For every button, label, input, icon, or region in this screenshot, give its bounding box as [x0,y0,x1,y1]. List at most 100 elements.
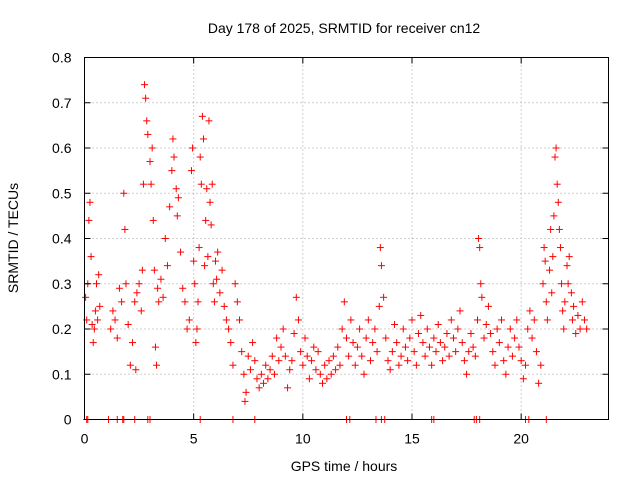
y-tick-label: 0.6 [52,140,72,156]
data-point [292,293,300,301]
data-point [542,298,550,306]
data-point [351,361,359,369]
data-point [281,352,289,360]
data-point [574,311,582,319]
grid-lines [84,57,609,420]
data-point [511,334,519,342]
data-point [519,375,527,383]
data-point [82,293,90,301]
data-point [253,375,261,383]
data-point [168,167,176,175]
data-point [578,298,586,306]
data-point [526,307,534,315]
data-point [465,348,473,356]
data-point [417,311,425,319]
data-point [172,185,180,193]
data-point [173,212,181,220]
y-tick-label: 0.3 [52,276,72,292]
x-tick-label: 15 [404,431,420,447]
y-tick-label: 0.5 [52,185,72,201]
data-point [397,352,405,360]
data-point [163,262,171,270]
data-point [149,216,157,224]
data-point [288,357,296,365]
data-point [190,257,198,265]
data-point [556,244,564,252]
data-point [353,343,361,351]
y-tick-label: 0.1 [52,366,72,382]
data-point [399,325,407,333]
data-point [126,361,134,369]
data-point [227,339,235,347]
data-point [133,289,141,297]
data-point [539,280,547,288]
data-point [225,325,233,333]
data-point [142,94,150,102]
data-point [155,298,163,306]
data-point [209,280,217,288]
data-point [150,266,158,274]
data-point [115,284,123,292]
data-point [109,307,117,315]
data-point [220,302,228,310]
data-point [305,375,313,383]
data-point [214,248,222,256]
data-point [560,325,568,333]
data-point [179,284,187,292]
data-point [384,357,392,365]
data-point [218,266,226,274]
data-point [169,135,177,143]
data-point [564,280,572,288]
data-point [143,117,151,125]
data-point [553,180,561,188]
data-point [567,289,575,297]
data-point [449,334,457,342]
data-point [548,289,556,297]
data-point [540,244,548,252]
data-point [460,357,468,365]
y-axis-label: SRMTID / TECUs [5,183,21,293]
data-point [198,112,206,120]
data-point [495,339,503,347]
data-point [323,375,331,383]
data-point [474,316,481,324]
data-point [294,316,302,324]
data-point [241,397,249,405]
data-point [238,348,246,356]
data-point [477,280,485,288]
data-point [154,284,162,292]
data-point [340,298,348,306]
data-point [137,307,145,315]
data-point [332,366,340,374]
data-point [469,343,477,351]
y-tick-label: 0.2 [52,321,72,337]
data-point [408,316,416,324]
data-point [517,357,525,365]
x-axis-label: GPS time / hours [291,458,398,474]
data-point [124,320,132,328]
data-point [87,253,95,261]
data-point [151,343,159,351]
data-point [318,379,326,387]
data-point [199,135,207,143]
data-point [90,325,98,333]
data-point [303,352,311,360]
data-point [231,280,239,288]
data-point [410,348,418,356]
data-point [458,339,466,347]
data-point [146,158,154,166]
data-point [273,334,281,342]
data-point [284,384,292,392]
data-point [430,334,438,342]
data-point [467,330,475,338]
data-point [478,293,486,301]
data-point [552,144,560,152]
data-point [204,253,212,261]
x-tick-label: 20 [513,431,529,447]
data-point [388,348,396,356]
data-point [229,361,237,369]
data-point [358,352,366,360]
data-point [185,316,193,324]
data-point [201,262,209,270]
data-point [391,320,399,328]
